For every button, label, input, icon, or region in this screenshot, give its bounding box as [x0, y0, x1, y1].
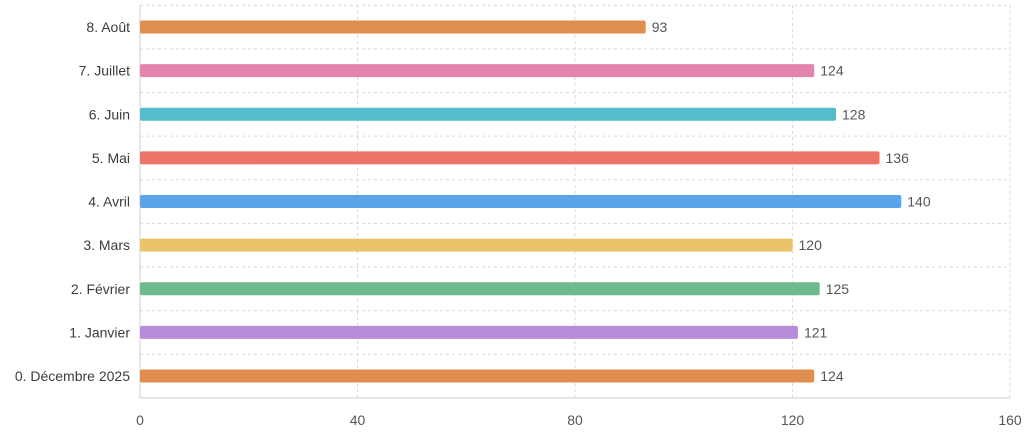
bar-layer [140, 20, 902, 383]
bar-8 [140, 20, 646, 34]
x-tick-label-2: 80 [567, 412, 583, 428]
x-tick-label-0: 0 [136, 412, 144, 428]
value-label-7: 124 [820, 63, 844, 79]
bar-1 [140, 325, 798, 339]
value-label-4: 140 [907, 194, 931, 210]
value-label-3: 120 [799, 237, 823, 253]
value-label-8: 93 [652, 19, 668, 35]
bar-2 [140, 282, 820, 296]
x-tick-label-4: 160 [998, 412, 1022, 428]
x-tick-label-3: 120 [781, 412, 805, 428]
category-label-7: 7. Juillet [79, 63, 130, 79]
category-label-1: 1. Janvier [69, 324, 130, 340]
category-label-3: 3. Mars [83, 237, 130, 253]
category-label-5: 5. Mai [92, 150, 130, 166]
bar-4 [140, 195, 902, 208]
category-label-0: 0. Décembre 2025 [15, 368, 130, 384]
category-label-8: 8. Août [86, 19, 130, 35]
value-label-0: 124 [820, 368, 844, 384]
value-label-5: 136 [886, 150, 910, 166]
value-label-1: 121 [804, 324, 828, 340]
category-label-2: 2. Février [71, 281, 130, 297]
bar-7 [140, 64, 815, 78]
value-label-2: 125 [826, 281, 850, 297]
category-label-4: 4. Avril [88, 194, 130, 210]
x-tick-label-1: 40 [350, 412, 366, 428]
tick-layer: 0 40 80 120 160 [136, 412, 1022, 428]
bar-3 [140, 238, 793, 252]
bar-5 [140, 151, 880, 165]
label-layer: 0. Décembre 2025 124 1. Janvier 121 2. Févri… [15, 19, 931, 384]
bar-6 [140, 107, 836, 121]
grid-layer [139, 4, 1011, 399]
category-label-6: 6. Juin [89, 106, 130, 122]
value-label-6: 128 [842, 106, 866, 122]
bar-0 [140, 369, 815, 383]
